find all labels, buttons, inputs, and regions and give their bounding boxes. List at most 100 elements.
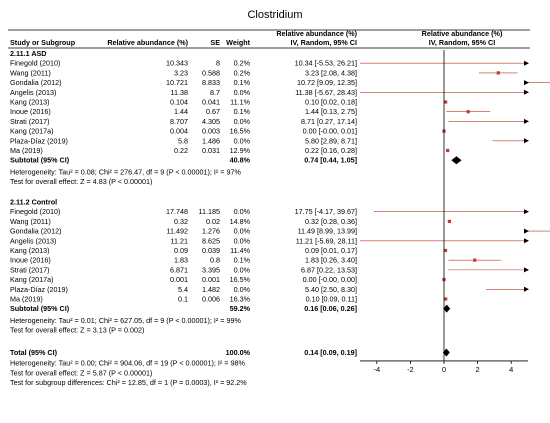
g0-s4-weight-value: 11.1% — [230, 98, 250, 107]
g1-s6-ci-text: 6.87 [0.22, 13.53] — [301, 265, 357, 274]
g0-heterogeneity: Heterogeneity: Tau² = 0.08; Chi² = 276.4… — [10, 167, 241, 176]
g0-s5-mean-value: 1.44 — [174, 107, 188, 116]
g0-s7-mean-value: 0.004 — [170, 127, 188, 136]
g1-s0-se-value: 11.185 — [199, 207, 220, 216]
g1-s6-mean-value: 6.871 — [170, 265, 188, 274]
g0-s2-ci-text: 10.72 [9.09, 12.35] — [297, 78, 357, 87]
g1-s2-se-value: 1.276 — [202, 227, 220, 236]
g0-subtotal-label: Subtotal (95% CI) — [10, 156, 70, 165]
g1-s3-weight-value: 0.0% — [234, 236, 251, 245]
total-weight: 100.0% — [226, 348, 251, 357]
total-overall-effect: Test for overall effect: Z = 5.87 (P < 0… — [10, 368, 152, 377]
g0-s4-point-marker — [444, 100, 448, 104]
total-heterogeneity: Heterogeneity: Tau² = 0.00; Chi² = 904.0… — [10, 359, 245, 368]
g0-s6-study-name: Strati (2017) — [10, 117, 50, 126]
g0-s5-point-marker — [466, 110, 470, 114]
g1-s4-se-value: 0.039 — [202, 246, 220, 255]
g1-s8-study-name: Plaza-Díaz (2019) — [10, 285, 68, 294]
g1-s3-study-name: Angelis (2013) — [10, 236, 56, 245]
g1-s2-study-name: Gondalia (2012) — [10, 227, 62, 236]
g0-s9-study-name: Ma (2019) — [10, 146, 43, 155]
g1-s4-weight-value: 11.4% — [230, 246, 250, 255]
g1-s4-point-marker — [443, 248, 448, 253]
g1-s0-weight-value: 0.0% — [234, 207, 251, 216]
g0-s0-ci-text: 10.34 [-5.53, 26.21] — [295, 59, 357, 68]
g0-s8-ci-arrow — [524, 138, 529, 144]
g0-s7-weight-value: 16.5% — [230, 127, 251, 136]
g0-s6-ci-text: 8.71 [0.27, 17.14] — [301, 117, 357, 126]
g1-s0-ci-arrow — [524, 209, 529, 215]
g0-s1-weight-value: 0.2% — [234, 68, 251, 77]
g1-s3-se-value: 8.625 — [202, 236, 220, 245]
g1-s3-mean-value: 11.21 — [171, 236, 188, 245]
g1-s5-study-name: Inoue (2016) — [10, 256, 51, 265]
g0-s9-mean-value: 0.22 — [174, 146, 188, 155]
g0-s5-se-value: 0.67 — [206, 107, 220, 116]
g1-s5-weight-value: 0.1% — [234, 256, 251, 265]
g0-s6-se-value: 4.305 — [202, 117, 220, 126]
g1-heterogeneity: Heterogeneity: Tau² = 0.01; Chi² = 627.0… — [10, 316, 241, 325]
g1-s4-study-name: Kang (2013) — [10, 246, 50, 255]
g0-s2-study-name: Gondalia (2012) — [10, 78, 62, 87]
g1-subtotal-ci: 0.16 [0.06, 0.26] — [304, 304, 357, 313]
g1-s9-ci-text: 0.10 [0.09, 0.11] — [306, 294, 357, 303]
g1-s8-weight-value: 0.0% — [234, 285, 251, 294]
g0-s8-weight-value: 0.0% — [234, 136, 251, 145]
g1-s9-weight-value: 16.3% — [230, 294, 251, 303]
g0-s0-ci-arrow — [524, 60, 529, 66]
g1-s1-point-marker — [447, 219, 451, 223]
g1-s9-mean-value: 0.1 — [178, 294, 188, 303]
header-ci-line2: IV, Random, 95% CI — [291, 38, 357, 47]
g0-s0-se-value: 8 — [216, 59, 220, 68]
g1-subtotal-weight: 59.2% — [230, 304, 251, 313]
x-tick-label-3: 2 — [476, 365, 480, 374]
total-diamond — [442, 348, 450, 357]
g0-subtotal-diamond — [451, 156, 462, 165]
g0-s2-se-value: 8.833 — [202, 78, 220, 87]
g0-s9-point-marker — [446, 148, 450, 153]
g0-s9-ci-text: 0.22 [0.16, 0.28] — [305, 146, 357, 155]
header-ci-line1: Relative abundance (%) — [276, 29, 357, 38]
g0-overall-effect: Test for overall effect: Z = 4.83 (P < 0… — [10, 177, 152, 186]
g1-s0-study-name: Finegold (2010) — [10, 207, 60, 216]
g1-s1-ci-text: 0.32 [0.28, 0.36] — [305, 217, 357, 226]
g1-s0-mean-value: 17.748 — [166, 207, 188, 216]
group-label-1: 2.11.2 Control — [10, 197, 57, 206]
g0-s3-ci-arrow — [524, 89, 529, 95]
x-tick-label-0: -4 — [373, 365, 380, 374]
g0-s0-weight-value: 0.2% — [234, 59, 251, 68]
g0-s2-mean-value: 10.721 — [166, 78, 188, 87]
g1-s3-ci-arrow — [524, 238, 529, 244]
g1-s6-ci-arrow — [524, 267, 529, 273]
g1-subtotal-label: Subtotal (95% CI) — [10, 304, 70, 313]
g0-s3-weight-value: 0.0% — [234, 88, 251, 97]
g0-s2-weight-value: 0.1% — [234, 78, 251, 87]
x-tick-label-2: 0 — [442, 365, 446, 374]
g0-s8-mean-value: 5.8 — [178, 136, 188, 145]
g0-s1-point-marker — [496, 71, 500, 75]
g0-s5-weight-value: 0.1% — [234, 107, 251, 116]
g0-s7-study-name: Kang (2017a) — [10, 127, 54, 136]
g0-s3-ci-text: 11.38 [-5.67, 28.43] — [295, 88, 357, 97]
header-mean: Relative abundance (%) — [107, 38, 188, 47]
g0-s4-mean-value: 0.104 — [170, 98, 188, 107]
g0-s3-mean-value: 11.38 — [171, 88, 188, 97]
g0-s4-se-value: 0.041 — [202, 98, 220, 107]
g0-s5-ci-text: 1.44 [0.13, 2.75] — [305, 107, 357, 116]
g1-s6-se-value: 3.395 — [202, 265, 220, 274]
header-study: Study or Subgroup — [10, 38, 76, 47]
g0-s5-study-name: Inoue (2016) — [10, 107, 51, 116]
g0-s8-se-value: 1.486 — [202, 136, 220, 145]
g0-subtotal-ci: 0.74 [0.44, 1.05] — [304, 156, 357, 165]
total-ci: 0.14 [0.09, 0.19] — [304, 348, 357, 357]
g1-s6-study-name: Strati (2017) — [10, 265, 50, 274]
g0-s6-weight-value: 0.0% — [234, 117, 251, 126]
g1-s7-weight-value: 16.5% — [230, 275, 251, 284]
g0-s1-study-name: Wang (2011) — [10, 68, 51, 77]
g1-s4-ci-text: 0.09 [0.01, 0.17] — [305, 246, 357, 255]
chart-title: Clostridium — [247, 9, 302, 21]
g0-s8-study-name: Plaza-Díaz (2019) — [10, 136, 68, 145]
g1-s7-study-name: Kang (2017a) — [10, 275, 54, 284]
